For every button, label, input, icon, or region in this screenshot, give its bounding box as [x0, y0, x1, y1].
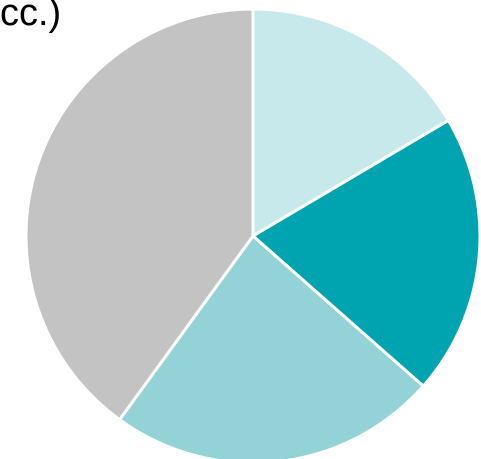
pie-slice-4	[24, 7, 255, 422]
pie-slice-1	[251, 7, 451, 239]
pie-slice-3	[117, 233, 426, 459]
pie-slice-2	[250, 118, 481, 389]
chart-title: cc.)	[0, 0, 62, 34]
pie-slices	[24, 7, 481, 459]
